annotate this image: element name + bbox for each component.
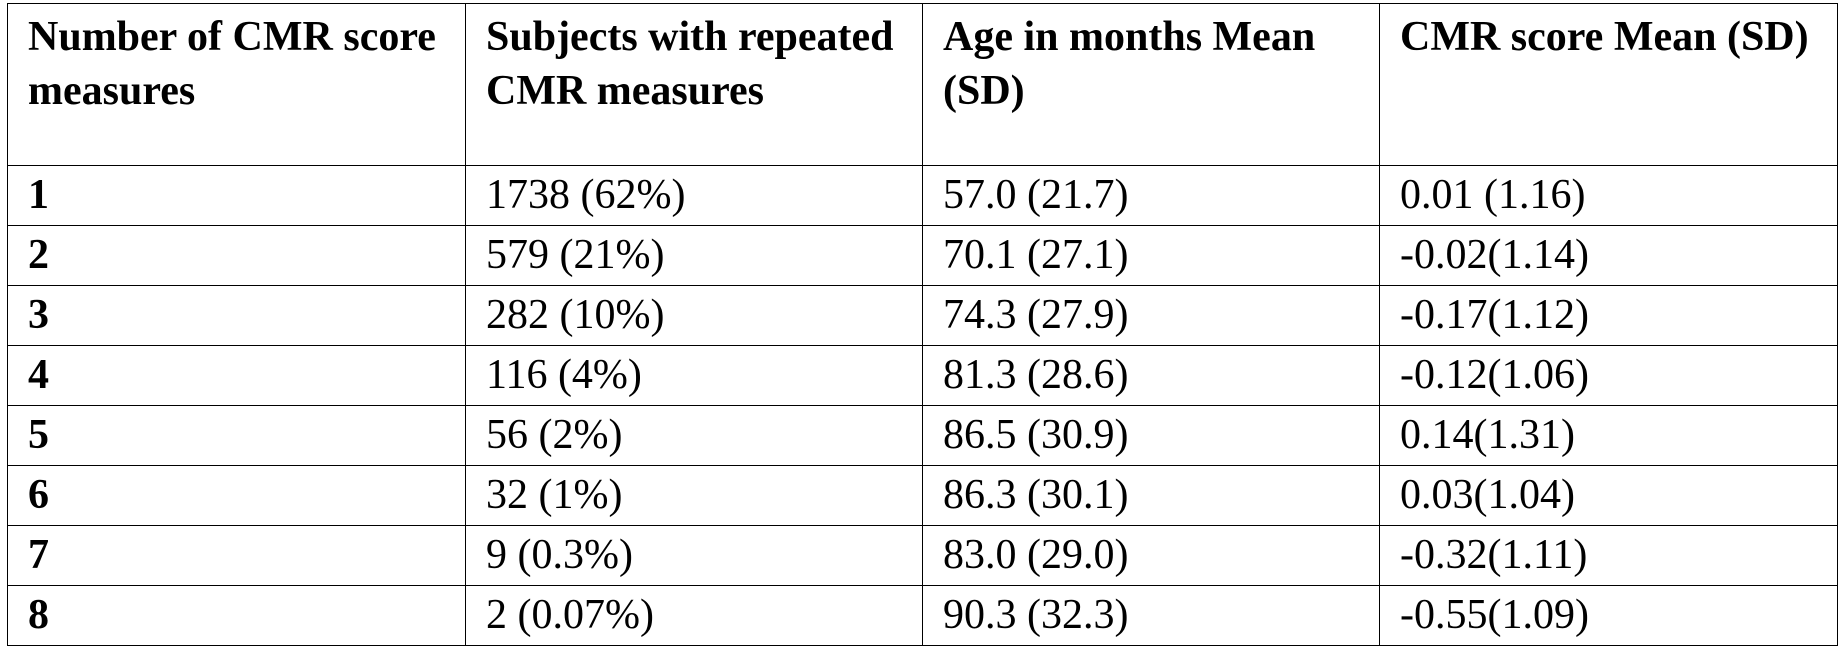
- cell-age: 81.3 (28.6): [922, 345, 1380, 406]
- cell-cmr-score: 0.01 (1.16): [1379, 165, 1838, 226]
- table-row: 3 282 (10%) 74.3 (27.9) -0.17(1.12): [7, 285, 1838, 346]
- header-cmr-score: CMR score Mean (SD): [1379, 3, 1838, 166]
- cell-cmr-score: -0.02(1.14): [1379, 225, 1838, 286]
- cell-subjects: 116 (4%): [465, 345, 923, 406]
- cell-age: 90.3 (32.3): [922, 585, 1380, 646]
- cell-measures: 3: [7, 285, 466, 346]
- table-row: 2 579 (21%) 70.1 (27.1) -0.02(1.14): [7, 225, 1838, 286]
- cell-age: 86.3 (30.1): [922, 465, 1380, 526]
- cell-measures: 2: [7, 225, 466, 286]
- cell-cmr-score: 0.03(1.04): [1379, 465, 1838, 526]
- table-header: Number of CMR score measures Subjects wi…: [7, 3, 1838, 166]
- header-age: Age in months Mean (SD): [922, 3, 1380, 166]
- cell-subjects: 9 (0.3%): [465, 525, 923, 586]
- cell-cmr-score: -0.55(1.09): [1379, 585, 1838, 646]
- table-body: 1 1738 (62%) 57.0 (21.7) 0.01 (1.16) 2 5…: [7, 165, 1838, 646]
- cell-subjects: 1738 (62%): [465, 165, 923, 226]
- cell-age: 86.5 (30.9): [922, 405, 1380, 466]
- table-row: 1 1738 (62%) 57.0 (21.7) 0.01 (1.16): [7, 165, 1838, 226]
- cell-cmr-score: 0.14(1.31): [1379, 405, 1838, 466]
- header-number-of-measures: Number of CMR score measures: [7, 3, 466, 166]
- cell-measures: 1: [7, 165, 466, 226]
- table-row: 6 32 (1%) 86.3 (30.1) 0.03(1.04): [7, 465, 1838, 526]
- cell-subjects: 282 (10%): [465, 285, 923, 346]
- cell-age: 74.3 (27.9): [922, 285, 1380, 346]
- cell-age: 83.0 (29.0): [922, 525, 1380, 586]
- cell-subjects: 2 (0.07%): [465, 585, 923, 646]
- header-subjects: Subjects with repeated CMR measures: [465, 3, 923, 166]
- table-row: 7 9 (0.3%) 83.0 (29.0) -0.32(1.11): [7, 525, 1838, 586]
- cmr-measures-table: Number of CMR score measures Subjects wi…: [7, 3, 1838, 646]
- header-row: Number of CMR score measures Subjects wi…: [7, 3, 1838, 166]
- cell-subjects: 56 (2%): [465, 405, 923, 466]
- table-row: 4 116 (4%) 81.3 (28.6) -0.12(1.06): [7, 345, 1838, 406]
- cell-age: 70.1 (27.1): [922, 225, 1380, 286]
- cell-measures: 4: [7, 345, 466, 406]
- cell-subjects: 579 (21%): [465, 225, 923, 286]
- cell-measures: 5: [7, 405, 466, 466]
- cell-measures: 7: [7, 525, 466, 586]
- cell-cmr-score: -0.32(1.11): [1379, 525, 1838, 586]
- cell-measures: 8: [7, 585, 466, 646]
- cell-subjects: 32 (1%): [465, 465, 923, 526]
- cell-cmr-score: -0.17(1.12): [1379, 285, 1838, 346]
- cell-cmr-score: -0.12(1.06): [1379, 345, 1838, 406]
- table-row: 5 56 (2%) 86.5 (30.9) 0.14(1.31): [7, 405, 1838, 466]
- cell-measures: 6: [7, 465, 466, 526]
- cell-age: 57.0 (21.7): [922, 165, 1380, 226]
- table-row: 8 2 (0.07%) 90.3 (32.3) -0.55(1.09): [7, 585, 1838, 646]
